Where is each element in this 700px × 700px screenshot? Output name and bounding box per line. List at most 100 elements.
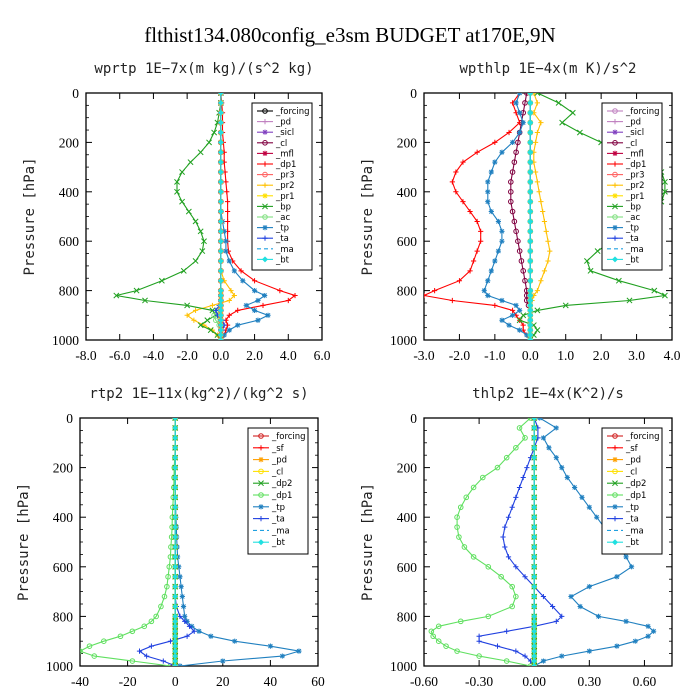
data-point bbox=[197, 149, 204, 156]
data-point bbox=[176, 564, 182, 570]
data-point bbox=[179, 169, 186, 175]
data-point bbox=[628, 564, 635, 570]
data-point bbox=[534, 179, 540, 185]
legend-marker bbox=[612, 203, 618, 210]
data-point bbox=[494, 643, 501, 649]
data-point bbox=[499, 238, 505, 244]
data-point bbox=[527, 337, 534, 340]
data-point bbox=[531, 494, 538, 501]
data-point bbox=[522, 435, 528, 441]
legend-marker bbox=[258, 539, 264, 546]
data-point bbox=[517, 307, 523, 313]
legend-marker bbox=[262, 235, 268, 241]
panel-3: rtp2 1E−11x(kg^2)/(kg^2 s) Pressure [hPa]… bbox=[16, 386, 325, 689]
legend-item: _ma bbox=[257, 245, 294, 255]
data-point bbox=[527, 109, 534, 116]
data-point bbox=[505, 554, 512, 560]
data-point bbox=[502, 524, 508, 530]
x-tick-label: 20 bbox=[216, 674, 230, 689]
data-point bbox=[217, 93, 224, 96]
legend-item: _cl bbox=[607, 139, 637, 149]
data-point bbox=[513, 494, 519, 500]
data-point bbox=[586, 584, 592, 590]
legend-item: _pr3 bbox=[607, 171, 645, 181]
legend-box bbox=[601, 102, 663, 271]
data-point bbox=[485, 179, 491, 185]
data-point bbox=[192, 307, 199, 313]
legend-label: _pd bbox=[275, 118, 291, 128]
y-tick-label: 600 bbox=[53, 560, 74, 575]
data-point bbox=[172, 418, 179, 421]
x-tick-label: -6.0 bbox=[109, 348, 131, 363]
legend-item: _sicl bbox=[607, 128, 644, 138]
data-point bbox=[499, 149, 505, 155]
y-tick-label: 200 bbox=[53, 461, 74, 476]
legend-item: _pr2 bbox=[607, 181, 645, 191]
legend-label: _ac bbox=[275, 213, 290, 223]
data-point bbox=[449, 179, 455, 185]
data-point bbox=[160, 658, 166, 664]
panel-1: wprtp 1E−7x(m kg)/(s^2 kg) Pressure [hPa]… bbox=[22, 61, 331, 363]
data-point bbox=[527, 297, 534, 304]
data-point bbox=[531, 464, 538, 471]
y-tick-label: 600 bbox=[397, 234, 418, 249]
legend-marker bbox=[612, 225, 618, 231]
y-tick-label: 600 bbox=[397, 560, 418, 575]
figure-title: flthist134.080config_e3sm BUDGET at170E,… bbox=[144, 23, 555, 47]
data-point bbox=[474, 149, 480, 155]
data-point bbox=[513, 564, 519, 570]
data-point bbox=[531, 484, 538, 491]
legend: _forcing_pd_sicl_cl_mfl_dp1_pr3_pr2_pr1_… bbox=[601, 102, 663, 271]
data-point bbox=[531, 514, 538, 521]
legend-label: _bp bbox=[275, 202, 291, 212]
legend-marker bbox=[612, 161, 618, 167]
series-dp1 bbox=[80, 418, 178, 666]
data-point bbox=[206, 139, 213, 146]
plot-area bbox=[113, 93, 298, 340]
data-point bbox=[148, 643, 154, 649]
legend-label: _bt bbox=[625, 538, 640, 548]
data-point bbox=[527, 149, 534, 156]
x-tick-label: 60 bbox=[311, 674, 325, 689]
data-point bbox=[255, 317, 261, 323]
legend-item: _pd bbox=[257, 118, 291, 128]
data-point bbox=[172, 663, 179, 666]
data-point bbox=[177, 613, 183, 619]
data-point bbox=[527, 238, 534, 245]
legend-label: _tp bbox=[625, 224, 639, 234]
data-point bbox=[517, 110, 523, 116]
data-point bbox=[166, 564, 173, 570]
data-point bbox=[238, 268, 244, 274]
series-dp1 bbox=[428, 418, 534, 666]
data-point bbox=[531, 653, 538, 660]
data-point bbox=[454, 648, 460, 654]
data-point bbox=[225, 199, 231, 205]
data-point bbox=[527, 317, 534, 324]
x-tick-label: 0.0 bbox=[522, 348, 539, 363]
legend-marker bbox=[262, 193, 268, 199]
data-point bbox=[476, 653, 482, 659]
data-point bbox=[531, 563, 538, 570]
data-point bbox=[527, 198, 534, 205]
legend-item: _pd bbox=[253, 456, 287, 466]
legend-label: _cl bbox=[275, 139, 287, 149]
y-tick-label: 200 bbox=[397, 135, 418, 150]
data-point bbox=[220, 658, 226, 664]
data-point bbox=[158, 603, 164, 610]
data-point bbox=[217, 302, 224, 309]
data-point bbox=[623, 618, 629, 624]
legend: _forcing _sf _pd_cl _dp2 _dp1 _tp _ta_ma _bt bbox=[601, 427, 663, 555]
data-point bbox=[553, 425, 559, 431]
data-point bbox=[217, 332, 224, 339]
data-point bbox=[531, 504, 538, 511]
data-point bbox=[568, 593, 574, 600]
data-point bbox=[172, 563, 179, 570]
data-point bbox=[117, 633, 124, 640]
data-point bbox=[508, 179, 514, 185]
x-tick-label: -1.0 bbox=[484, 348, 506, 363]
data-point bbox=[260, 302, 266, 309]
data-point bbox=[488, 208, 494, 215]
y-tick-label: 1000 bbox=[46, 659, 73, 674]
data-point bbox=[235, 307, 241, 313]
data-point bbox=[182, 613, 188, 619]
